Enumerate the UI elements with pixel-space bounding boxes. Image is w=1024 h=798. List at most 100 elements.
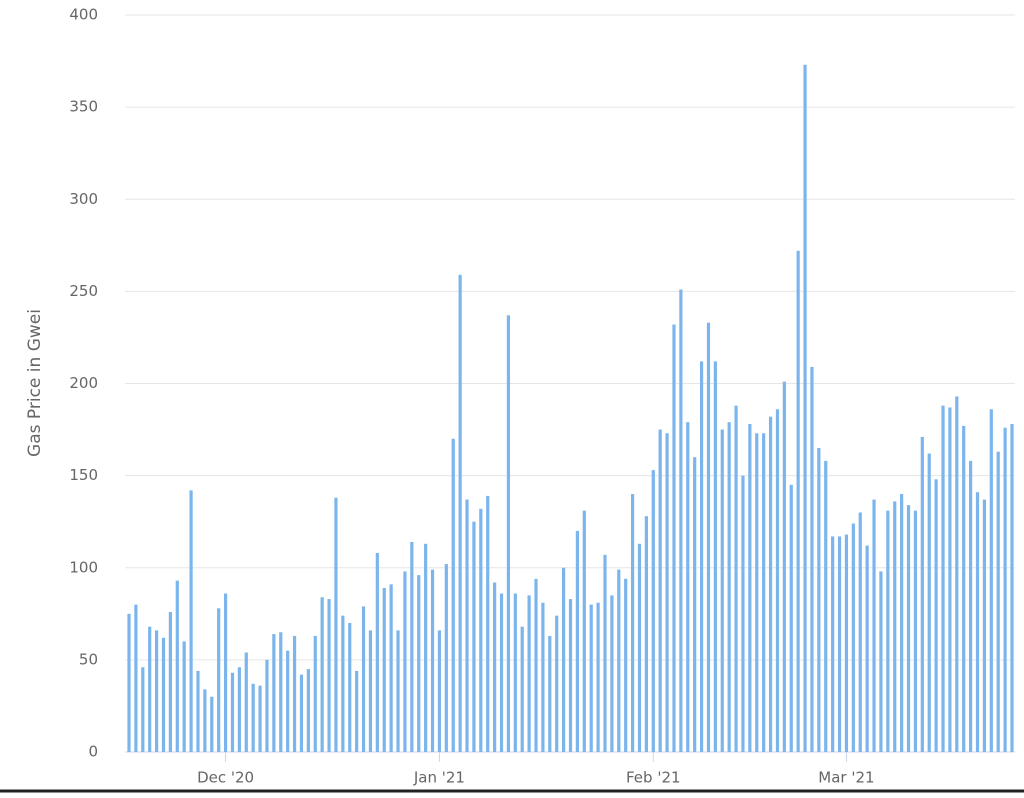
bar (789, 484, 793, 752)
x-tick-label: Dec '20 (197, 769, 254, 787)
bar (893, 501, 897, 752)
bar (934, 479, 938, 752)
bar (575, 530, 579, 752)
bar (237, 667, 241, 752)
bar (582, 510, 586, 752)
bar (962, 425, 966, 752)
bar (168, 611, 172, 752)
bar (637, 543, 642, 752)
bar (851, 523, 855, 752)
bar (555, 615, 559, 752)
bar (837, 536, 842, 752)
bar (292, 635, 297, 752)
bar (279, 632, 283, 752)
y-tick-label: 250 (69, 282, 98, 300)
bar (824, 460, 828, 752)
bar (196, 670, 200, 752)
bar (693, 457, 697, 752)
bar (527, 595, 531, 752)
bar (617, 569, 621, 752)
bar (258, 685, 262, 752)
bar (948, 407, 952, 752)
bar (658, 429, 662, 752)
y-tick-label: 150 (69, 466, 98, 484)
bar (624, 578, 628, 752)
bar (596, 602, 600, 752)
bar (748, 424, 752, 752)
x-tick-label: Jan '21 (413, 769, 465, 787)
bar (217, 608, 221, 752)
bar (699, 361, 704, 752)
bar (906, 505, 911, 752)
bar (182, 641, 186, 752)
bar (458, 274, 462, 752)
bar (768, 416, 773, 752)
bar (223, 593, 228, 752)
bar (879, 571, 883, 752)
bar (886, 510, 890, 752)
bar (389, 584, 393, 752)
bar (334, 497, 338, 752)
bar (589, 604, 593, 752)
bar (782, 381, 786, 752)
bar (210, 696, 214, 752)
bar (403, 571, 407, 752)
bar (920, 436, 924, 752)
bar (265, 659, 269, 752)
bar (424, 543, 428, 752)
bar (251, 683, 255, 752)
bar (844, 534, 849, 752)
y-tick-label: 50 (79, 650, 98, 668)
bar (472, 521, 476, 752)
y-tick-label: 400 (69, 6, 98, 24)
bar (762, 433, 766, 752)
bar (327, 599, 331, 752)
y-tick-label: 200 (69, 374, 98, 392)
bar (348, 623, 352, 752)
bar (755, 433, 759, 752)
bar (541, 602, 545, 752)
bar (865, 545, 869, 752)
bar (486, 495, 490, 752)
bar (396, 630, 400, 752)
bar (679, 289, 683, 752)
bar (796, 250, 800, 752)
bar (996, 451, 1000, 752)
y-axis-label: Gas Price in Gwei (25, 309, 45, 457)
x-tick-label: Feb '21 (626, 769, 681, 787)
bar (161, 637, 166, 752)
bar (872, 499, 876, 752)
bar (775, 409, 780, 752)
bar (341, 615, 345, 752)
bar (127, 613, 131, 752)
bar (672, 324, 676, 752)
bar (244, 652, 248, 752)
bar (417, 575, 421, 752)
y-tick-label: 0 (88, 743, 98, 761)
bar (568, 599, 573, 752)
bar (644, 516, 648, 752)
y-tick-label: 350 (69, 98, 98, 116)
bar (741, 475, 745, 752)
bar (927, 453, 931, 752)
bar (630, 494, 635, 752)
bar (900, 494, 904, 752)
bar (437, 630, 442, 752)
bar (969, 460, 973, 752)
bar (313, 635, 317, 752)
bar (803, 64, 807, 752)
bar (734, 405, 738, 752)
bar (410, 541, 414, 752)
bar (189, 490, 193, 752)
bar (810, 366, 814, 752)
bar (203, 689, 207, 752)
bar (817, 447, 821, 752)
bar (451, 438, 455, 752)
bar (562, 567, 566, 752)
bar (493, 582, 497, 752)
bar (831, 536, 835, 752)
y-tick-label: 300 (69, 190, 98, 208)
bar (465, 499, 469, 752)
bar (355, 670, 359, 752)
